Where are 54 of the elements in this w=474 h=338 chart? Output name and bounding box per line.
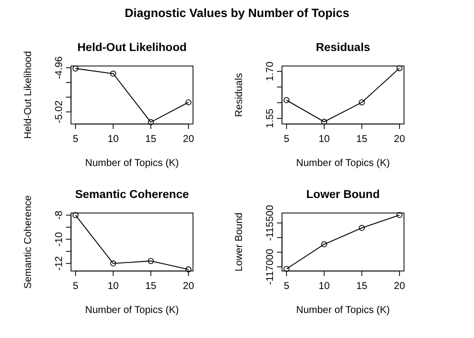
y-tick-label: -5.02 bbox=[54, 100, 65, 124]
y-axis-title: Residuals bbox=[234, 73, 245, 117]
x-axis-title: Number of Topics (K) bbox=[296, 305, 390, 316]
x-tick-label: 10 bbox=[318, 134, 330, 145]
x-axis-title: Number of Topics (K) bbox=[85, 158, 179, 169]
y-tick-label: 1.70 bbox=[265, 61, 276, 82]
x-tick-label: 5 bbox=[284, 281, 290, 292]
chart-title: Semantic Coherence bbox=[75, 189, 189, 201]
y-axis-title: Lower Bound bbox=[234, 212, 245, 272]
text: Diagnostic Values by Number of Topics bbox=[124, 6, 350, 20]
x-tick-label: 10 bbox=[318, 281, 330, 292]
x-tick-label: 20 bbox=[182, 281, 194, 292]
x-tick-label: 10 bbox=[108, 134, 120, 145]
x-tick-label: 15 bbox=[145, 134, 157, 145]
point bbox=[148, 119, 154, 126]
x-tick-label: 15 bbox=[145, 281, 157, 292]
point bbox=[321, 118, 328, 125]
point bbox=[396, 65, 402, 72]
chart-title: Lower Bound bbox=[306, 189, 380, 201]
point bbox=[284, 97, 290, 104]
y-tick-label: -4.96 bbox=[54, 56, 65, 80]
y-axis-title: Semantic Coherence bbox=[23, 194, 34, 289]
x-tick-label: 5 bbox=[72, 134, 79, 145]
y-tick-label: -10 bbox=[54, 232, 65, 247]
point bbox=[110, 260, 116, 266]
point bbox=[358, 99, 365, 106]
point bbox=[110, 70, 116, 77]
point bbox=[321, 241, 328, 248]
y-tick-label: -12 bbox=[54, 256, 65, 271]
y-tick-label: -117000 bbox=[265, 248, 276, 285]
y-tick-label: -8 bbox=[54, 210, 65, 220]
chart-title: Residuals bbox=[316, 42, 370, 54]
y-axis-title: Held-Out Likelihood bbox=[23, 51, 34, 139]
point bbox=[72, 66, 79, 72]
point bbox=[72, 212, 79, 218]
x-tick-label: 20 bbox=[182, 134, 194, 145]
x-tick-label: 15 bbox=[356, 281, 368, 292]
point bbox=[396, 212, 402, 218]
x-axis-title: Number of Topics (K) bbox=[85, 305, 179, 316]
y-tick-label: 1.55 bbox=[265, 108, 276, 128]
x-tick-label: 5 bbox=[72, 281, 79, 292]
point bbox=[185, 99, 192, 106]
x-tick-label: 15 bbox=[356, 134, 368, 145]
x-tick-label: 10 bbox=[108, 281, 120, 292]
point bbox=[284, 266, 290, 272]
x-tick-label: 5 bbox=[284, 134, 290, 145]
point bbox=[358, 224, 365, 231]
x-tick-label: 20 bbox=[394, 134, 406, 145]
point bbox=[148, 258, 154, 264]
y-tick-label: -115500 bbox=[265, 204, 276, 241]
chart-title: Held-Out Likelihood bbox=[77, 42, 187, 54]
x-axis-title: Number of Topics (K) bbox=[296, 158, 390, 169]
point bbox=[185, 266, 192, 272]
x-tick-label: 20 bbox=[394, 281, 406, 292]
